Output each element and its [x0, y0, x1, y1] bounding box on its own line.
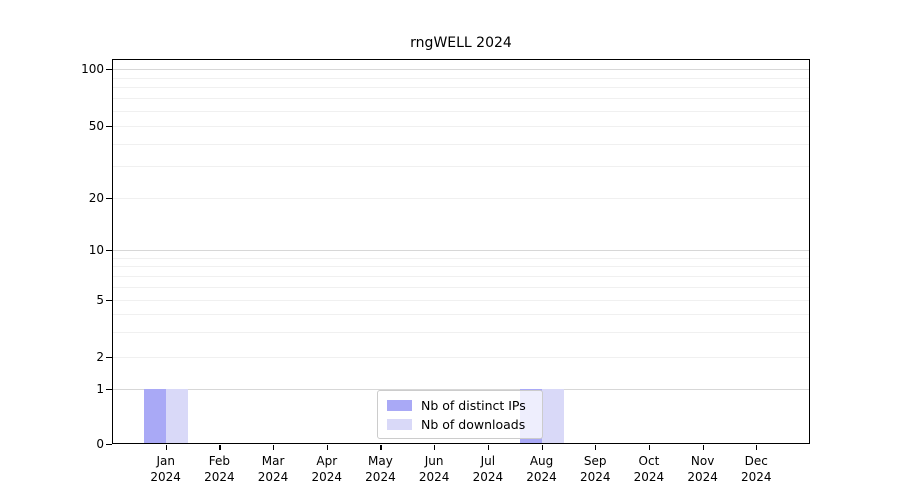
- x-tick-mark: [756, 445, 758, 450]
- gridline-minor: [113, 286, 809, 288]
- y-tick-label: 10: [88, 243, 104, 257]
- x-tick-mark: [326, 445, 328, 450]
- x-tick-label: Dec 2024: [741, 454, 772, 484]
- gridline-major: [113, 389, 809, 390]
- x-tick-label: Oct 2024: [633, 454, 665, 484]
- x-tick-label: Aug 2024: [526, 454, 557, 484]
- y-tick-label: 0: [96, 437, 104, 451]
- bar-downloads: [165, 389, 188, 444]
- plot-border: [112, 59, 810, 444]
- y-tick-mark: [106, 198, 112, 200]
- x-tick-mark: [541, 445, 543, 450]
- x-tick-mark: [487, 445, 490, 450]
- gridline-minor: [113, 313, 809, 315]
- x-tick-mark: [165, 445, 167, 450]
- legend-swatch: [387, 418, 412, 430]
- legend: Nb of distinct IPs Nb of downloads: [377, 390, 543, 439]
- x-tick-mark: [648, 445, 651, 450]
- gridline-minor: [113, 357, 809, 358]
- x-tick-label: May 2024: [365, 454, 396, 484]
- y-tick-mark: [106, 250, 112, 252]
- x-tick-label: Apr 2024: [311, 454, 343, 484]
- chart-title: rngWELL 2024: [410, 35, 512, 51]
- legend-swatch: [387, 399, 412, 411]
- gridline-minor: [113, 300, 809, 301]
- gridline-minor: [113, 275, 809, 277]
- gridline-minor: [113, 98, 809, 100]
- x-tick-mark: [273, 445, 275, 450]
- y-tick-label: 20: [88, 191, 104, 205]
- bar-downloads: [541, 389, 564, 444]
- x-tick-label: Nov 2024: [687, 454, 718, 484]
- legend-label: Nb of distinct IPs: [421, 397, 526, 413]
- legend-row: Nb of downloads: [387, 417, 535, 432]
- gridline-minor: [113, 77, 809, 79]
- y-tick-mark: [106, 357, 112, 359]
- x-tick-label: Jan 2024: [150, 454, 181, 484]
- gridline-major: [113, 250, 809, 251]
- gridline-minor: [113, 331, 809, 333]
- y-tick-mark: [106, 444, 112, 446]
- y-tick-label: 100: [81, 62, 104, 76]
- legend-row: Nb of distinct IPs: [387, 398, 535, 413]
- gridline-minor: [113, 111, 809, 112]
- gridline-minor: [113, 266, 809, 268]
- y-tick-label: 50: [88, 119, 104, 133]
- gridline-minor: [113, 166, 809, 168]
- x-tick-mark: [595, 445, 597, 450]
- x-tick-label: Feb 2024: [204, 454, 235, 484]
- x-tick-label: Jun 2024: [418, 454, 450, 484]
- gridline-minor: [113, 198, 809, 199]
- bar-distinct-ips: [143, 389, 166, 444]
- gridline-minor: [113, 257, 809, 259]
- y-tick-mark: [106, 126, 112, 128]
- x-tick-label: Sep 2024: [579, 454, 611, 484]
- y-tick-mark: [106, 300, 112, 302]
- gridline-minor: [113, 126, 809, 127]
- y-tick-mark: [106, 69, 112, 71]
- gridline-minor: [113, 87, 809, 89]
- x-tick-mark: [380, 445, 382, 450]
- x-tick-mark: [702, 445, 704, 450]
- gridline-minor: [113, 143, 809, 145]
- y-tick-label: 5: [96, 293, 104, 307]
- y-tick-label: 1: [96, 382, 104, 396]
- legend-label: Nb of downloads: [421, 416, 526, 432]
- x-tick-label: Mar 2024: [257, 454, 289, 484]
- y-tick-label: 2: [96, 350, 104, 364]
- gridline-major: [113, 69, 809, 70]
- x-tick-mark: [434, 445, 436, 450]
- y-tick-mark: [106, 389, 112, 391]
- x-tick-mark: [219, 445, 221, 450]
- x-tick-label: Jul 2024: [472, 454, 504, 484]
